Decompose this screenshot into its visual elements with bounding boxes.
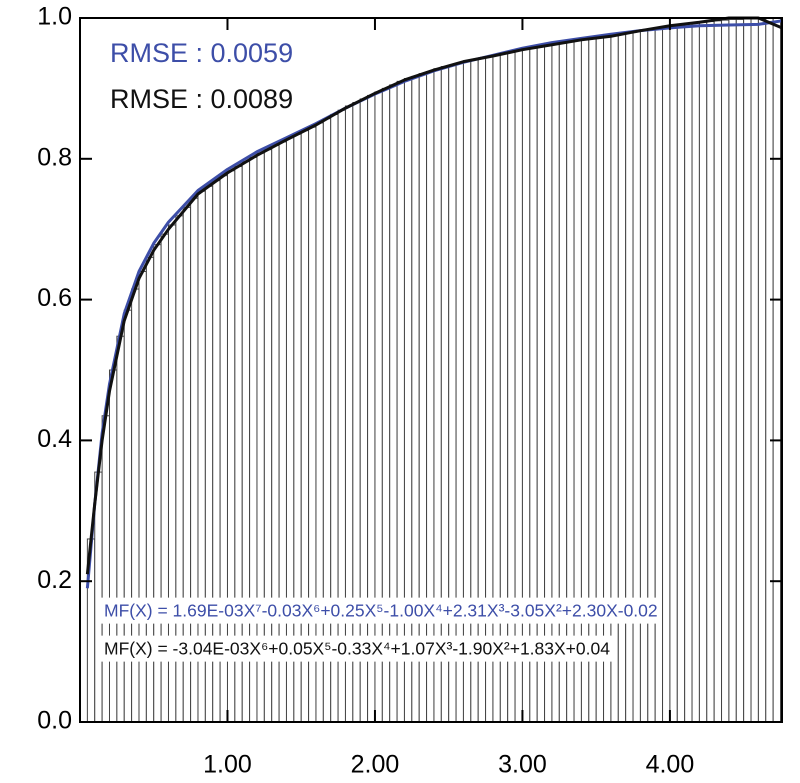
bar — [352, 101, 361, 723]
bar — [721, 19, 730, 723]
y-tick-label: 0.8 — [37, 143, 72, 171]
bar — [662, 25, 671, 723]
y-tick-label: 1.0 — [37, 3, 72, 31]
bar — [684, 23, 693, 723]
bar — [344, 105, 354, 723]
bar — [337, 109, 346, 723]
bar — [94, 471, 103, 723]
bar — [285, 137, 295, 723]
x-tick-label: 1.00 — [203, 751, 252, 779]
x-tick-label: 4.00 — [646, 751, 695, 779]
bar — [676, 24, 686, 723]
bar — [381, 87, 391, 723]
bar — [359, 98, 369, 723]
bar — [322, 118, 332, 723]
bar — [418, 73, 428, 723]
bar — [691, 22, 700, 723]
bar — [765, 17, 774, 723]
bar — [433, 68, 442, 723]
bar — [735, 18, 745, 723]
y-tick-label: 0.0 — [37, 707, 72, 735]
bar — [315, 122, 324, 723]
bar — [706, 21, 715, 723]
annotation-box — [100, 597, 662, 624]
bar — [669, 25, 678, 723]
bar — [698, 21, 708, 723]
bar — [743, 18, 752, 723]
bar — [300, 130, 310, 723]
annotation-box — [100, 635, 615, 662]
bar — [728, 18, 737, 723]
annotation: RMSE : 0.0059 — [110, 38, 293, 68]
bar — [271, 144, 280, 723]
bar — [278, 141, 287, 723]
bar — [389, 84, 398, 723]
annotation: MF(X) = -3.04E-03X⁶+0.05X⁵-0.33X⁴+1.07X³… — [104, 639, 610, 659]
bar — [713, 20, 723, 723]
bar — [426, 71, 435, 723]
bar — [116, 335, 125, 723]
annotation: RMSE : 0.0089 — [110, 84, 293, 114]
bar — [108, 369, 118, 723]
bar — [308, 126, 317, 723]
bar — [293, 133, 302, 723]
y-tick-label: 0.4 — [37, 425, 72, 453]
bar — [757, 18, 767, 723]
bar — [367, 94, 376, 723]
y-tick-label: 0.2 — [37, 566, 72, 594]
y-tick-label: 0.6 — [37, 284, 72, 312]
bar — [374, 91, 383, 723]
bar — [330, 113, 339, 723]
annotation: MF(X) = 1.69E-03X⁷-0.03X⁶+0.25X⁵-1.00X⁴+… — [104, 601, 658, 621]
x-tick-label: 3.00 — [498, 751, 547, 779]
bar — [101, 415, 110, 723]
fit-line — [85, 16, 783, 575]
x-tick-label: 2.00 — [351, 751, 400, 779]
plot-frame — [79, 17, 783, 723]
bar — [772, 17, 782, 723]
bar — [403, 78, 413, 723]
bar — [440, 66, 450, 723]
bar — [396, 80, 405, 723]
bar — [750, 18, 759, 723]
bar — [411, 75, 420, 723]
